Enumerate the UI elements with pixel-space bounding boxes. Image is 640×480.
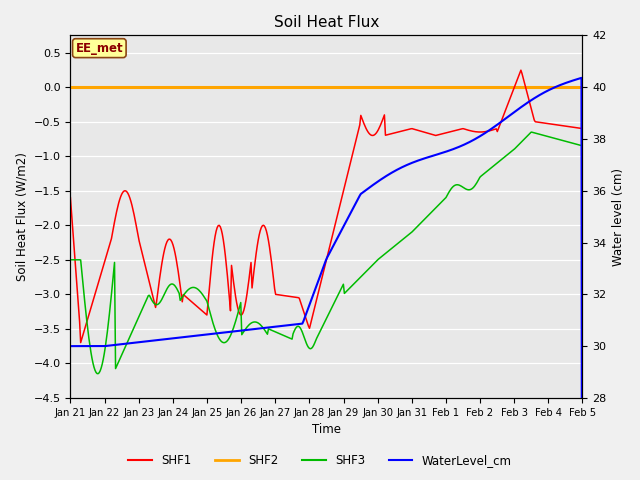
- Text: EE_met: EE_met: [76, 42, 123, 55]
- Legend: SHF1, SHF2, SHF3, WaterLevel_cm: SHF1, SHF2, SHF3, WaterLevel_cm: [124, 449, 516, 472]
- Y-axis label: Soil Heat Flux (W/m2): Soil Heat Flux (W/m2): [15, 152, 28, 281]
- X-axis label: Time: Time: [312, 423, 341, 436]
- Title: Soil Heat Flux: Soil Heat Flux: [274, 15, 379, 30]
- Y-axis label: Water level (cm): Water level (cm): [612, 168, 625, 265]
